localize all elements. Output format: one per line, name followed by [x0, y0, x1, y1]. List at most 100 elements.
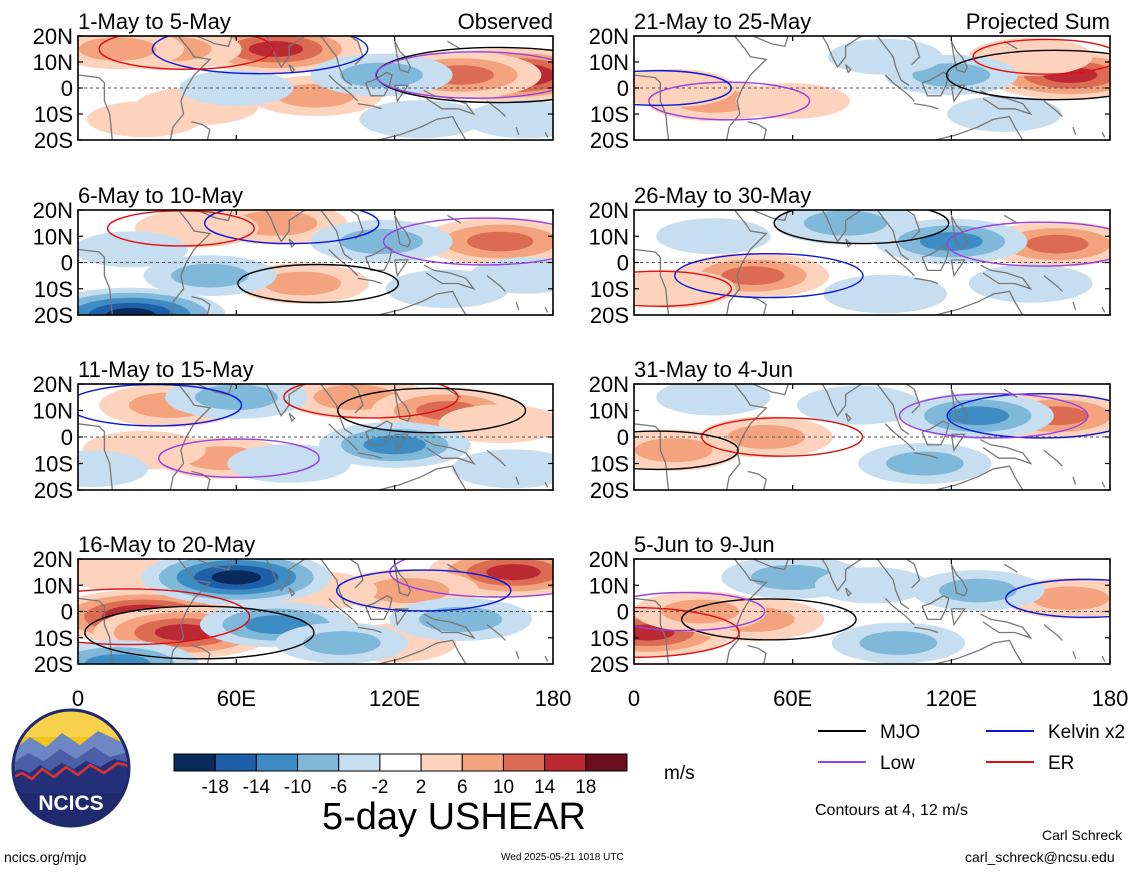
y-tick-label: 20N [33, 198, 73, 223]
panel-title: 5-Jun to 9-Jun [634, 532, 775, 557]
y-tick-label: 0 [61, 76, 73, 101]
coastline [1043, 449, 1063, 467]
shade-level [466, 231, 534, 252]
x-tick-label: 0 [72, 686, 84, 711]
coastline [811, 36, 862, 69]
coastline [914, 102, 939, 110]
coastline [935, 290, 1024, 315]
coastline [364, 71, 393, 97]
kelvin-contour [946, 392, 1110, 439]
y-tick-label: 0 [61, 600, 73, 625]
shade-feature [901, 392, 1054, 439]
low-contour [946, 221, 1110, 267]
shade-level [106, 307, 156, 315]
coastline [844, 412, 852, 423]
colorbar-swatch [379, 753, 422, 772]
shade-level [735, 83, 850, 119]
shade-level [366, 577, 450, 604]
author-email: carl_schreck@ncsu.edu [965, 849, 1115, 865]
y-tick-label: 20S [590, 652, 629, 677]
panel-title: 31-May to 4-Jun [634, 357, 793, 382]
coastline [811, 384, 862, 418]
shade-level [227, 444, 351, 483]
low-contour [648, 81, 811, 121]
legend-item-mjo: MJO [818, 722, 920, 743]
y-tick-label: 20S [34, 303, 73, 328]
coastline [980, 90, 1033, 116]
coastline [288, 64, 296, 74]
shade-level [263, 271, 342, 296]
coastline [196, 559, 233, 571]
coastline [357, 277, 382, 285]
coastline [394, 84, 410, 103]
colorbar-swatch [297, 753, 340, 772]
colorbar-label: -18 [201, 777, 228, 798]
shade-feature [78, 36, 185, 70]
coastline [980, 264, 1033, 291]
shade-feature [858, 442, 992, 485]
colorbar-label: 18 [575, 777, 596, 798]
colorbar-swatch [461, 753, 504, 772]
shade-level [947, 96, 1062, 132]
y-tick-label: 10N [33, 224, 73, 249]
panel-title: 16-May to 20-May [78, 532, 255, 557]
mjo-contour [945, 49, 1110, 101]
coastline [364, 595, 393, 621]
legend-label: Kelvin x2 [1048, 722, 1125, 743]
coastline [725, 559, 768, 664]
coastline [844, 587, 852, 598]
coastline [515, 301, 520, 311]
shade-level [886, 451, 964, 476]
shade-level [359, 100, 483, 139]
panels: 1-May to 5-May Observed20N10N010S20S6-May… [33, 9, 1111, 677]
shade-level [721, 266, 785, 285]
colorbar-label: 6 [457, 777, 468, 798]
coastline [288, 587, 296, 598]
coastline [254, 36, 306, 69]
colorbar-swatch [544, 753, 587, 772]
shade-level [78, 450, 149, 488]
y-tick-label: 20N [589, 372, 629, 397]
coastline [357, 452, 382, 459]
y-tick-label: 10S [34, 452, 73, 477]
coastline [725, 210, 768, 315]
coastline [811, 210, 862, 243]
x-tick-label: 60E [773, 686, 812, 711]
coastline [950, 564, 968, 597]
coastline [935, 465, 1024, 490]
coastline [169, 36, 212, 140]
coastline [349, 559, 364, 589]
panel-label: Projected Sum [966, 9, 1110, 34]
legend-label: MJO [880, 722, 920, 743]
kelvin-contour [203, 210, 380, 245]
shade-feature [227, 444, 351, 483]
coastline [394, 608, 410, 627]
shade-feature [814, 567, 930, 604]
mjo-contour [237, 263, 400, 304]
coastline [349, 384, 364, 414]
coastline [423, 613, 476, 640]
shade-level [84, 654, 151, 664]
shade-level [859, 631, 938, 655]
shade-level [1025, 234, 1089, 254]
coastline [1043, 624, 1063, 641]
coastline [288, 238, 296, 249]
colorbar-label: 2 [416, 777, 427, 798]
y-tick-label: 10N [589, 50, 629, 75]
coastline [191, 121, 211, 140]
y-tick-label: 20S [590, 128, 629, 153]
colorbar-label: 10 [493, 777, 514, 798]
y-tick-label: 20S [34, 478, 73, 503]
y-tick-label: 10N [589, 399, 629, 424]
coastline [921, 420, 950, 446]
coastline [196, 36, 233, 48]
coastline [254, 559, 306, 592]
coastline [423, 439, 476, 465]
coastline [254, 384, 306, 418]
coastline [78, 248, 113, 315]
er-contour [700, 417, 864, 457]
y-tick-label: 10N [589, 573, 629, 598]
